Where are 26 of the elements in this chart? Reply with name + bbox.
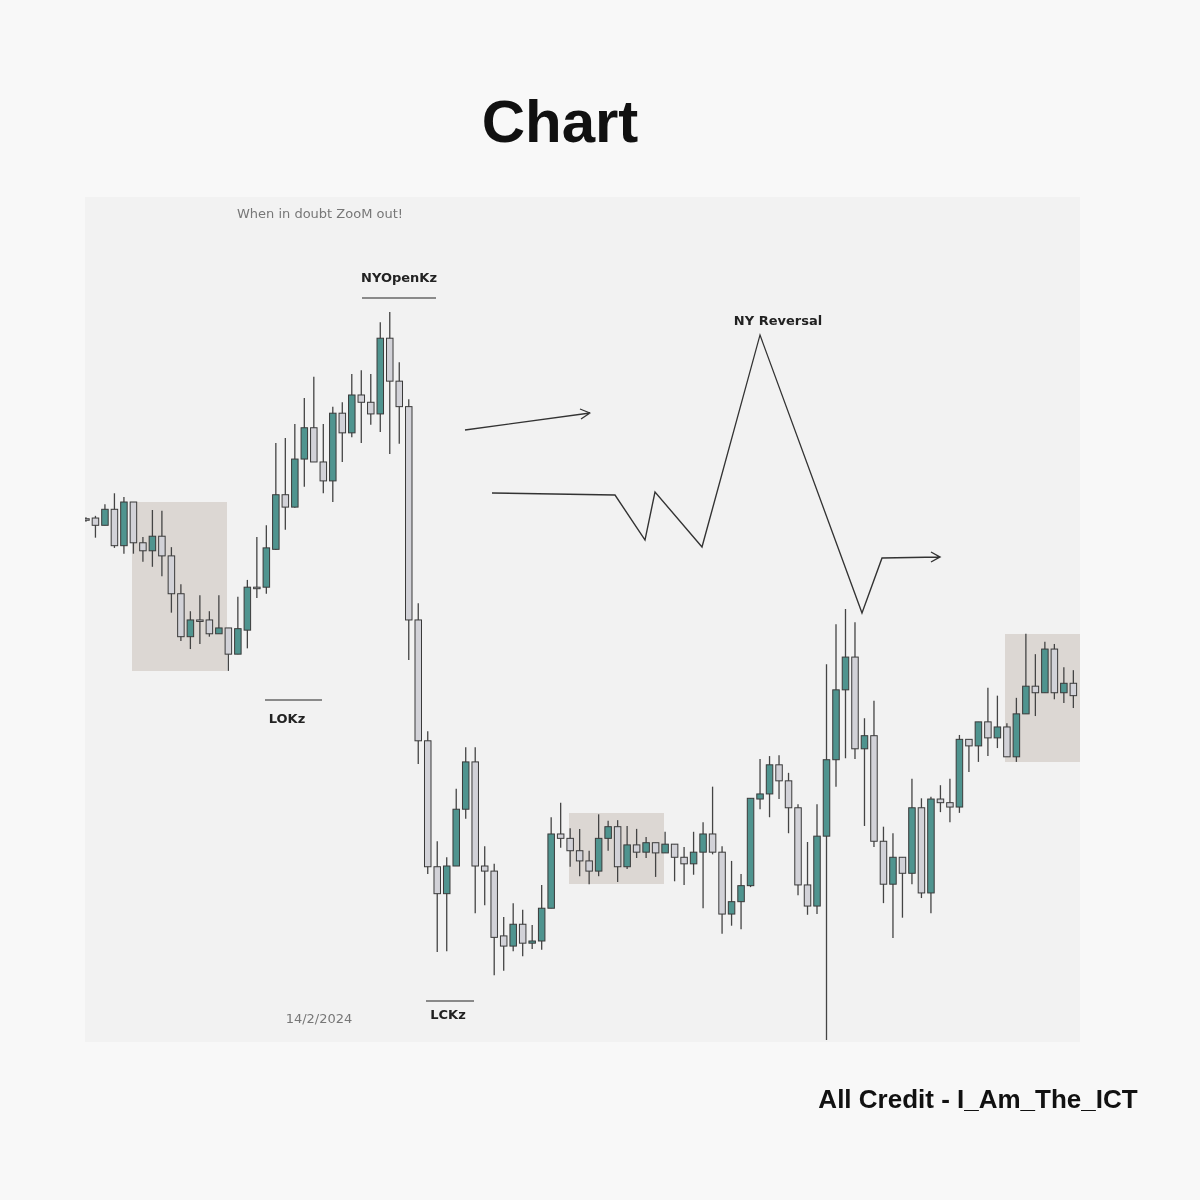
text: NYOpenKz bbox=[361, 270, 437, 285]
annotation: NY Reversal bbox=[733, 313, 823, 328]
candlestick bbox=[708, 786, 717, 856]
candlestick bbox=[699, 821, 707, 909]
candlestick bbox=[737, 873, 745, 930]
candlestick bbox=[670, 843, 679, 882]
candlestick bbox=[139, 536, 147, 563]
annotation: 14/2/2024 bbox=[285, 1011, 353, 1026]
annotation: LCKz bbox=[430, 1007, 466, 1022]
candlestick bbox=[101, 503, 109, 526]
text: When in doubt ZooM out! bbox=[236, 206, 404, 221]
text: All Credit - I_Am_The_ICT bbox=[818, 1084, 1138, 1114]
candlestick bbox=[775, 754, 783, 800]
candlestick bbox=[898, 856, 907, 919]
candlestick bbox=[803, 841, 812, 916]
candlestick bbox=[756, 758, 764, 810]
candlestick bbox=[946, 778, 954, 823]
candlestick bbox=[965, 738, 973, 773]
candlestick bbox=[860, 717, 869, 827]
candlestick bbox=[727, 860, 736, 927]
candlestick bbox=[148, 509, 157, 568]
chart-title: Chart bbox=[481, 88, 639, 155]
annotation: LOKz bbox=[268, 711, 306, 726]
candlestick bbox=[936, 784, 945, 813]
candlestick bbox=[680, 846, 688, 886]
candlestick bbox=[91, 515, 100, 539]
